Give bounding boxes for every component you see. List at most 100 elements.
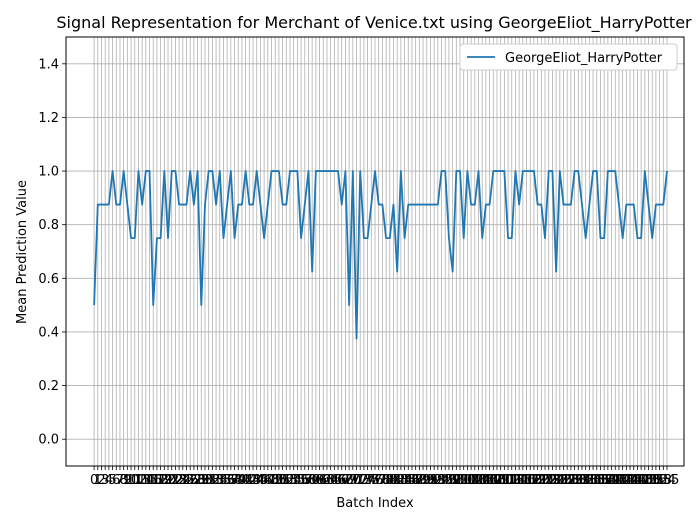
x-tick-label: 9 [123,473,131,488]
x-tick-label: 107 [477,473,502,488]
legend-label: GeorgeEliot_HarryPotter [505,51,663,66]
x-tick-label: 147 [625,473,650,488]
x-tick-label: 113 [499,473,524,488]
x-tick-label: 41 [237,473,254,488]
x-tick-label: 135 [581,473,606,488]
x-tick-label: 80 [382,473,399,488]
x-tick-label: 58 [300,473,317,488]
x-tick-label: 32 [204,473,221,488]
x-tick-label: 50 [271,473,288,488]
x-tick-label: 11 [126,473,143,488]
x-tick-label: 48 [263,473,280,488]
x-tick-label: 65 [326,473,343,488]
x-tick-label: 35 [215,473,232,488]
x-tick-label: 0 [90,473,98,488]
x-tick-label: 123 [536,473,561,488]
chart-title: Signal Representation for Merchant of Ve… [56,13,692,33]
x-tick-label: 124 [540,473,565,488]
y-tick-label: 0.4 [38,325,59,340]
x-tick-label: 148 [629,473,654,488]
x-tick-label: 145 [618,473,643,488]
x-tick-label: 47 [260,473,277,488]
x-tick-label: 120 [525,473,550,488]
x-tick-label: 45 [252,473,269,488]
x-tick-label: 49 [267,473,284,488]
x-tick-label: 97 [444,473,461,488]
x-tick-label: 6 [112,473,120,488]
x-tick-label: 13 [134,473,151,488]
x-tick-label: 130 [562,473,587,488]
y-axis-label: Mean Prediction Value [15,180,30,324]
x-tick-label: 27 [186,473,203,488]
x-tick-label: 115 [507,473,532,488]
x-tick-label: 90 [418,473,435,488]
x-tick-label: 153 [647,473,672,488]
x-tick-label: 117 [514,473,539,488]
x-tick-label: 53 [282,473,299,488]
x-tick-label: 37 [223,473,240,488]
x-tick-label: 101 [455,473,480,488]
x-tick-label: 132 [570,473,595,488]
x-tick-label: 28 [189,473,206,488]
x-tick-label: 118 [518,473,543,488]
x-tick-label: 106 [473,473,498,488]
x-tick-label: 10 [123,473,140,488]
x-tick-label: 72 [352,473,369,488]
x-tick-label: 95 [437,473,454,488]
x-tick-label: 141 [603,473,628,488]
x-tick-label: 2 [97,473,105,488]
x-tick-label: 102 [459,473,484,488]
x-tick-label: 56 [293,473,310,488]
x-tick-label: 16 [145,473,162,488]
grid-lines [66,37,684,466]
x-tick-label: 38 [226,473,243,488]
x-tick-label: 144 [614,473,639,488]
x-tick-label: 30 [197,473,214,488]
x-tick-label: 73 [356,473,373,488]
x-tick-label: 60 [308,473,325,488]
x-tick-label: 96 [441,473,458,488]
y-tick-label: 1.2 [38,111,59,126]
x-tick-label: 133 [573,473,598,488]
y-axis-ticks: 0.0 0.2 0.4 0.6 0.8 1.0 1.2 1.4 [38,57,66,448]
x-tick-label: 40 [234,473,251,488]
y-tick-label: 0.6 [38,272,59,287]
y-tick-label: 1.4 [38,57,59,72]
x-tick-label: 70 [345,473,362,488]
x-tick-label: 67 [333,473,350,488]
x-tick-label: 122 [533,473,558,488]
x-tick-label: 29 [193,473,210,488]
x-tick-label: 17 [149,473,166,488]
x-tick-label: 1 [94,473,102,488]
x-tick-label: 74 [359,473,376,488]
x-tick-label: 76 [367,473,384,488]
x-tick-label: 31 [200,473,217,488]
x-tick-label: 109 [485,473,510,488]
x-axis-label: Batch Index [336,496,414,511]
x-tick-label: 51 [274,473,291,488]
x-tick-label: 131 [566,473,591,488]
x-tick-label: 7 [116,473,124,488]
x-tick-label: 82 [389,473,406,488]
x-tick-label: 150 [636,473,661,488]
x-tick-label: 77 [370,473,387,488]
x-tick-label: 55 [289,473,306,488]
x-tick-label: 78 [374,473,391,488]
x-tick-label: 20 [160,473,177,488]
x-tick-label: 33 [208,473,225,488]
x-tick-label: 94 [433,473,450,488]
x-tick-label: 12 [130,473,147,488]
x-tick-label: 57 [296,473,313,488]
x-tick-label: 126 [547,473,572,488]
x-tick-label: 125 [544,473,569,488]
x-tick-label: 108 [481,473,506,488]
x-tick-label: 39 [230,473,247,488]
x-tick-label: 4 [105,473,113,488]
x-tick-label: 134 [577,473,602,488]
x-tick-label: 66 [330,473,347,488]
x-tick-label: 21 [163,473,180,488]
x-tick-label: 100 [451,473,476,488]
x-tick-label: 85 [400,473,417,488]
x-tick-label: 43 [245,473,262,488]
x-tick-label: 98 [448,473,465,488]
